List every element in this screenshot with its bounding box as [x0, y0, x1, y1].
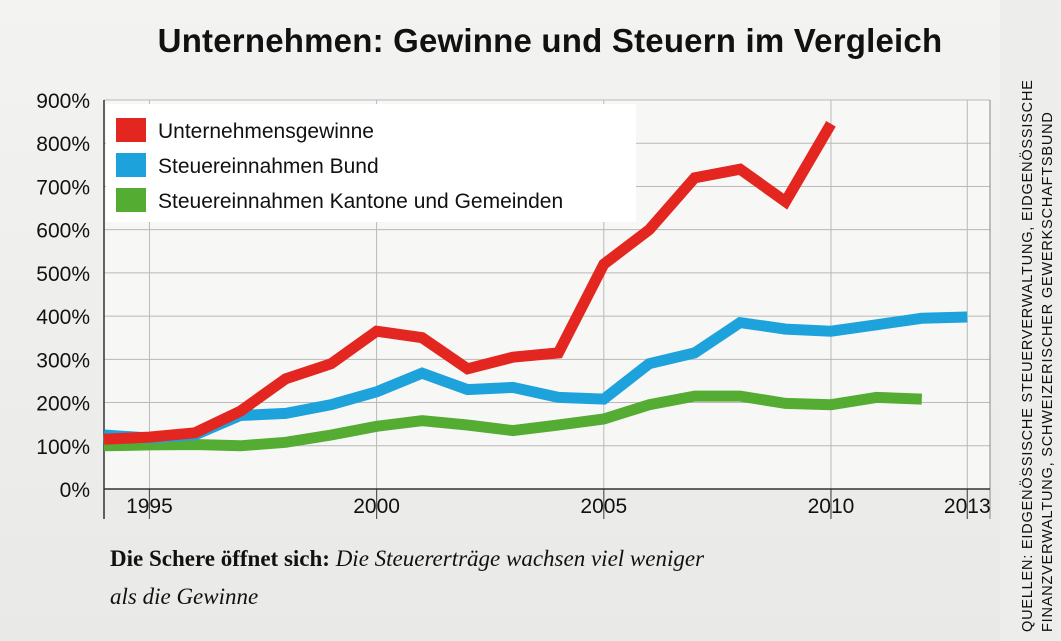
y-tick-label: 900% — [36, 90, 90, 113]
figure-caption: Die Schere öffnet sich: Die Steuererträg… — [110, 540, 870, 616]
x-tick-label: 2000 — [353, 495, 400, 518]
x-tick-label: 2005 — [580, 495, 627, 518]
y-axis-ticks: 0% 100% 200% 300% 400% 500% 600% 700% 800% 900% — [36, 90, 90, 502]
y-tick-label: 500% — [36, 263, 90, 286]
series-lines — [103, 121, 968, 452]
y-tick-label: 100% — [36, 436, 90, 459]
x-tick-label: 1995 — [126, 495, 173, 518]
caption-lead: Die Schere öffnet sich: — [110, 546, 330, 571]
legend-swatch — [116, 153, 146, 177]
y-tick-label: 600% — [36, 220, 90, 243]
legend-label: Steuereinnahmen Kantone und Gemeinden — [158, 190, 563, 213]
legend-swatch — [116, 118, 146, 142]
x-tick-label: 2010 — [808, 495, 855, 518]
series-line — [103, 390, 923, 452]
legend-label: Steuereinnahmen Bund — [158, 155, 379, 178]
x-axis-ticks: 1995 2000 2005 2010 2013 — [126, 495, 991, 518]
series-line — [103, 311, 968, 444]
legend-box — [106, 104, 636, 222]
source-line2: FINANZVERWALTUNG, SCHWEIZERISCHER GEWERK… — [1040, 111, 1056, 632]
axes — [103, 100, 991, 519]
source-line1: QUELLEN: EIDGENÖSSISCHE STEUERVERWALTUNG… — [1020, 79, 1036, 632]
y-tick-label: 700% — [36, 176, 90, 199]
legend-label: Unternehmensgewinne — [158, 120, 374, 143]
caption-line1: Die Steuererträge wachsen viel weniger — [335, 546, 705, 571]
legend: Unternehmensgewinne Steuereinnahmen Bund S… — [106, 104, 636, 222]
series-line — [103, 121, 836, 445]
x-tick-label: 2013 — [944, 495, 991, 518]
y-tick-label: 400% — [36, 306, 90, 329]
y-tick-label: 300% — [36, 349, 90, 372]
chart-title: Unternehmen: Gewinne und Steuern im Verg… — [157, 22, 943, 59]
caption-line2: als die Gewinne — [110, 584, 259, 609]
y-tick-label: 200% — [36, 393, 90, 416]
y-tick-label: 800% — [36, 133, 90, 156]
source-credit: QUELLEN: EIDGENÖSSISCHE STEUERVERWALTUNG… — [1018, 79, 1058, 632]
legend-swatch — [116, 188, 146, 212]
y-tick-label: 0% — [60, 479, 90, 502]
